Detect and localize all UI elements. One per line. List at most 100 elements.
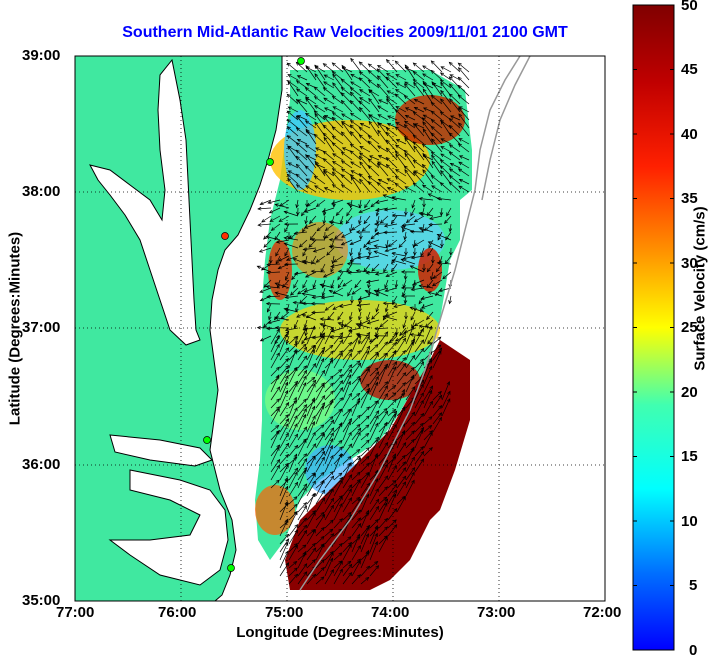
velocity-vector — [330, 335, 344, 338]
velocity-vector-head — [347, 292, 351, 297]
velocity-vector — [350, 87, 362, 97]
velocity-vector-head — [413, 242, 418, 247]
velocity-vector-head — [320, 535, 325, 540]
velocity-vector — [333, 472, 343, 481]
velocity-vector-head — [402, 331, 407, 336]
velocity-vector — [360, 526, 370, 545]
velocity-vector-head — [295, 88, 301, 93]
velocity-vector-head — [303, 324, 308, 329]
velocity-vector-head — [437, 390, 442, 395]
velocity-vector — [386, 96, 398, 105]
velocity-vector — [306, 480, 316, 497]
velocity-vector-head — [350, 73, 355, 78]
velocity-vector — [360, 533, 369, 553]
velocity-vector-head — [274, 203, 279, 207]
velocity-vector-head — [357, 498, 362, 503]
velocity-vector — [322, 207, 335, 213]
velocity-vector — [306, 345, 316, 361]
velocity-vector — [369, 519, 379, 529]
velocity-vector-head — [371, 267, 376, 272]
velocity-vector-head — [283, 262, 289, 267]
velocity-vector — [440, 138, 452, 145]
velocity-vector-head — [400, 286, 406, 290]
velocity-vector-head — [393, 410, 398, 415]
velocity-vector — [342, 497, 352, 513]
velocity-vector — [450, 115, 461, 121]
velocity-vector — [404, 295, 407, 304]
velocity-vector-head — [335, 211, 340, 216]
velocity-vector — [387, 385, 396, 393]
velocity-vector-head — [338, 368, 343, 373]
velocity-vector-head — [385, 147, 390, 152]
velocity-vector — [458, 138, 470, 145]
velocity-vector-head — [368, 251, 372, 256]
velocity-vector — [297, 375, 307, 393]
velocity-vector-head — [392, 392, 397, 397]
velocity-vector — [431, 81, 443, 97]
velocity-vector — [299, 295, 308, 304]
velocity-vector — [374, 250, 389, 257]
velocity-vector — [368, 181, 380, 193]
velocity-vector — [312, 279, 317, 289]
velocity-vector — [366, 255, 380, 259]
velocity-vector — [305, 120, 317, 129]
velocity-vector — [414, 215, 425, 223]
velocity-vector — [387, 411, 397, 425]
velocity-vector — [440, 182, 452, 193]
velocity-vector-head — [296, 314, 301, 318]
velocity-vector — [414, 423, 424, 433]
velocity-vector-head — [347, 560, 352, 565]
velocity-vector — [279, 390, 289, 409]
velocity-vector — [332, 62, 344, 73]
velocity-vector — [315, 395, 325, 409]
velocity-vector — [279, 347, 289, 361]
velocity-vector-head — [285, 401, 290, 407]
velocity-vector — [284, 211, 299, 217]
velocity-vector — [350, 247, 353, 256]
velocity-vector-head — [374, 452, 378, 458]
velocity-vector — [323, 158, 335, 169]
velocity-vector — [295, 303, 299, 312]
velocity-vector-head — [410, 366, 415, 372]
velocity-vector — [337, 271, 344, 280]
velocity-vector — [386, 147, 398, 161]
velocity-vector-head — [375, 565, 380, 570]
velocity-vector-head — [319, 322, 324, 327]
velocity-vector — [297, 365, 307, 377]
plot-frame — [74, 55, 606, 602]
velocity-vector — [287, 145, 299, 161]
velocity-vector — [404, 81, 416, 89]
velocity-vector — [432, 391, 442, 401]
velocity-vector — [432, 412, 442, 425]
velocity-vector — [366, 247, 380, 250]
colorbar-tick-label: 10 — [681, 513, 698, 530]
velocity-vector — [350, 58, 362, 73]
velocity-vector-head — [395, 139, 400, 143]
velocity-vector — [426, 311, 434, 320]
velocity-vector-head — [409, 306, 414, 311]
velocity-vector — [369, 453, 378, 473]
velocity-vector-head — [363, 220, 368, 225]
velocity-vector — [309, 215, 317, 224]
velocity-vector — [296, 80, 308, 89]
velocity-vector — [333, 440, 343, 449]
velocity-vector — [378, 536, 388, 553]
velocity-vector-head — [295, 149, 300, 154]
velocity-vector — [404, 169, 416, 185]
velocity-vector — [360, 388, 370, 401]
velocity-vector — [324, 445, 333, 465]
velocity-vector-head — [448, 168, 454, 173]
velocity-vector-head — [357, 350, 362, 355]
velocity-vector-head — [357, 560, 361, 565]
velocity-vector — [341, 121, 353, 137]
velocity-vector-head — [391, 259, 396, 263]
velocity-vector-head — [328, 289, 333, 294]
velocity-vector — [367, 239, 380, 245]
velocity-vector — [297, 517, 307, 529]
velocity-vector — [449, 74, 461, 81]
velocity-vector-head — [304, 165, 309, 170]
velocity-vector — [360, 346, 370, 361]
velocity-vector — [360, 366, 370, 377]
velocity-vector-head — [339, 568, 343, 573]
velocity-vector — [297, 398, 307, 409]
